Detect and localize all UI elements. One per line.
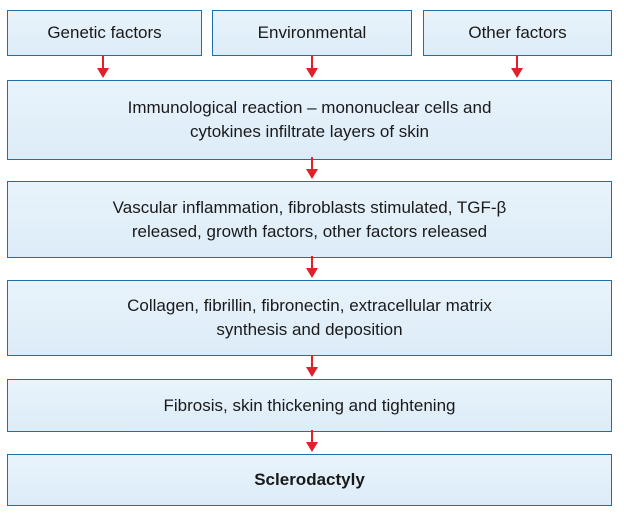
arrow-down-icon <box>305 256 319 280</box>
genetic-factors-box: Genetic factors <box>7 10 202 56</box>
step-text-line: released, growth factors, other factors … <box>131 221 488 241</box>
arrow-down-icon <box>96 56 110 80</box>
genetic-factors-label: Genetic factors <box>47 23 162 42</box>
arrow-down-icon <box>305 157 319 181</box>
arrow-down-icon <box>305 355 319 379</box>
environmental-box: Environmental <box>212 10 412 56</box>
step-text-line: Sclerodactyly <box>254 470 365 489</box>
collagen-synthesis-box: Collagen, fibrillin, fibronectin, extrac… <box>7 280 612 356</box>
step-text-line: synthesis and deposition <box>216 320 403 339</box>
other-factors-label: Other factors <box>468 23 567 42</box>
step-text-line: cytokines infiltrate layers of skin <box>189 122 430 141</box>
arrow-down-icon <box>305 430 319 454</box>
step-text-line: Collagen, fibrillin, fibronectin, extrac… <box>127 296 492 315</box>
step-text-line: Vascular inflammation, fibroblasts stimu… <box>112 197 507 217</box>
immunological-reaction-box: Immunological reaction – mononuclear cel… <box>7 80 612 160</box>
arrow-down-icon <box>510 56 524 80</box>
sclerodactyly-box: Sclerodactyly <box>7 454 612 506</box>
environmental-label: Environmental <box>257 23 367 42</box>
step-text-line: Immunological reaction – mononuclear cel… <box>127 98 492 117</box>
other-factors-box: Other factors <box>423 10 612 56</box>
step-text-line: Fibrosis, skin thickening and tightening <box>163 395 456 415</box>
vascular-inflammation-box: Vascular inflammation, fibroblasts stimu… <box>7 181 612 258</box>
arrow-down-icon <box>305 56 319 80</box>
fibrosis-box: Fibrosis, skin thickening and tightening <box>7 379 612 432</box>
